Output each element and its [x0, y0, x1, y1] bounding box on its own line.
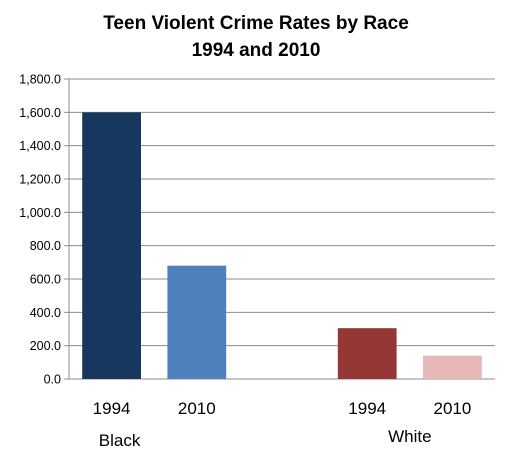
x-category-label: 2010	[433, 399, 471, 418]
group-label: White	[388, 427, 431, 446]
x-category-label: 1994	[348, 399, 386, 418]
bar	[337, 328, 397, 379]
category-labels: 1994 2010 1994 2010 Black White	[93, 399, 472, 450]
y-tick-label: 600.0	[30, 273, 61, 287]
y-tick-label: 0.0	[44, 373, 61, 387]
x-category-label: 1994	[93, 399, 131, 418]
chart-title: Teen Violent Crime Rates by Race	[103, 13, 409, 34]
bar	[167, 265, 227, 379]
y-tick-label: 400.0	[30, 306, 61, 320]
y-tick-label: 1,400.0	[19, 139, 61, 153]
y-tick-label: 200.0	[30, 339, 61, 353]
y-tick-label: 1,600.0	[19, 106, 61, 120]
y-tick-label: 800.0	[30, 239, 61, 253]
y-axis: 0.0 200.0 400.0 600.0 800.0 1,000.0 1,200.0 1,4…	[19, 73, 495, 387]
y-tick-label: 1,200.0	[19, 173, 61, 187]
group-label: Black	[99, 431, 141, 450]
chart-subtitle: 1994 and 2010	[192, 40, 321, 61]
y-tick-label: 1,000.0	[19, 206, 61, 220]
x-category-label: 2010	[178, 399, 216, 418]
bar	[82, 112, 141, 379]
bars	[82, 112, 482, 379]
y-tick-label: 1,800.0	[19, 73, 61, 87]
bar	[423, 355, 482, 379]
